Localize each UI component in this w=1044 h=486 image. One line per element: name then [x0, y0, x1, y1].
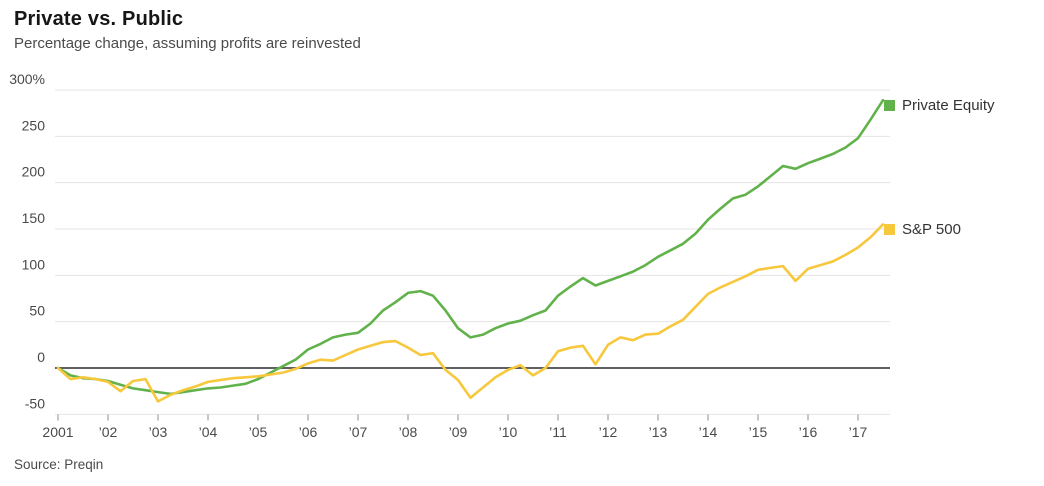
x-axis-tick-label: ’03: [149, 424, 168, 440]
legend-sp500-label: S&P 500: [902, 221, 961, 238]
x-axis-tick-label: ’06: [299, 424, 318, 440]
x-axis-tick-label: ’04: [199, 424, 218, 440]
x-axis-tick-label: ’10: [499, 424, 518, 440]
y-axis-tick-label: 200: [22, 164, 46, 180]
x-axis-tick-label: ’17: [849, 424, 868, 440]
y-axis-tick-label: 100: [22, 256, 46, 272]
x-axis-tick-label: ’02: [99, 424, 118, 440]
y-axis-tick-label: 0: [37, 349, 45, 365]
x-axis-tick-label: ’11: [549, 424, 567, 440]
x-axis-tick-label: ’07: [349, 424, 368, 440]
x-axis-tick-label: 2001: [42, 424, 73, 440]
chart-subtitle: Percentage change, assuming profits are …: [14, 35, 361, 52]
x-axis-tick-label: ’14: [699, 424, 718, 440]
x-axis-tick-label: ’08: [399, 424, 418, 440]
private-equity-swatch-icon: [884, 100, 895, 111]
x-axis-tick-label: ’05: [249, 424, 268, 440]
x-axis-tick-label: ’09: [449, 424, 468, 440]
legend-private-equity: Private Equity: [884, 97, 995, 114]
legend-private-equity-label: Private Equity: [902, 97, 995, 114]
y-axis-tick-label: 50: [29, 303, 45, 319]
sp500-swatch-icon: [884, 224, 895, 235]
x-axis-tick-label: ’12: [599, 424, 618, 440]
legend-sp500: S&P 500: [884, 221, 961, 238]
private-equity-line: [56, 98, 885, 396]
source-note: Source: Preqin: [14, 457, 104, 472]
sp500-line: [56, 223, 885, 403]
y-axis-tick-label: 250: [22, 117, 46, 133]
x-axis-tick-label: ’13: [649, 424, 668, 440]
x-axis-tick-label: ’15: [749, 424, 768, 440]
y-axis-tick-label: 300%: [9, 71, 45, 87]
chart-title: Private vs. Public: [14, 8, 184, 30]
x-axis-tick-label: ’16: [799, 424, 818, 440]
y-axis-tick-label: -50: [25, 395, 45, 411]
y-axis-tick-label: 150: [22, 210, 46, 226]
